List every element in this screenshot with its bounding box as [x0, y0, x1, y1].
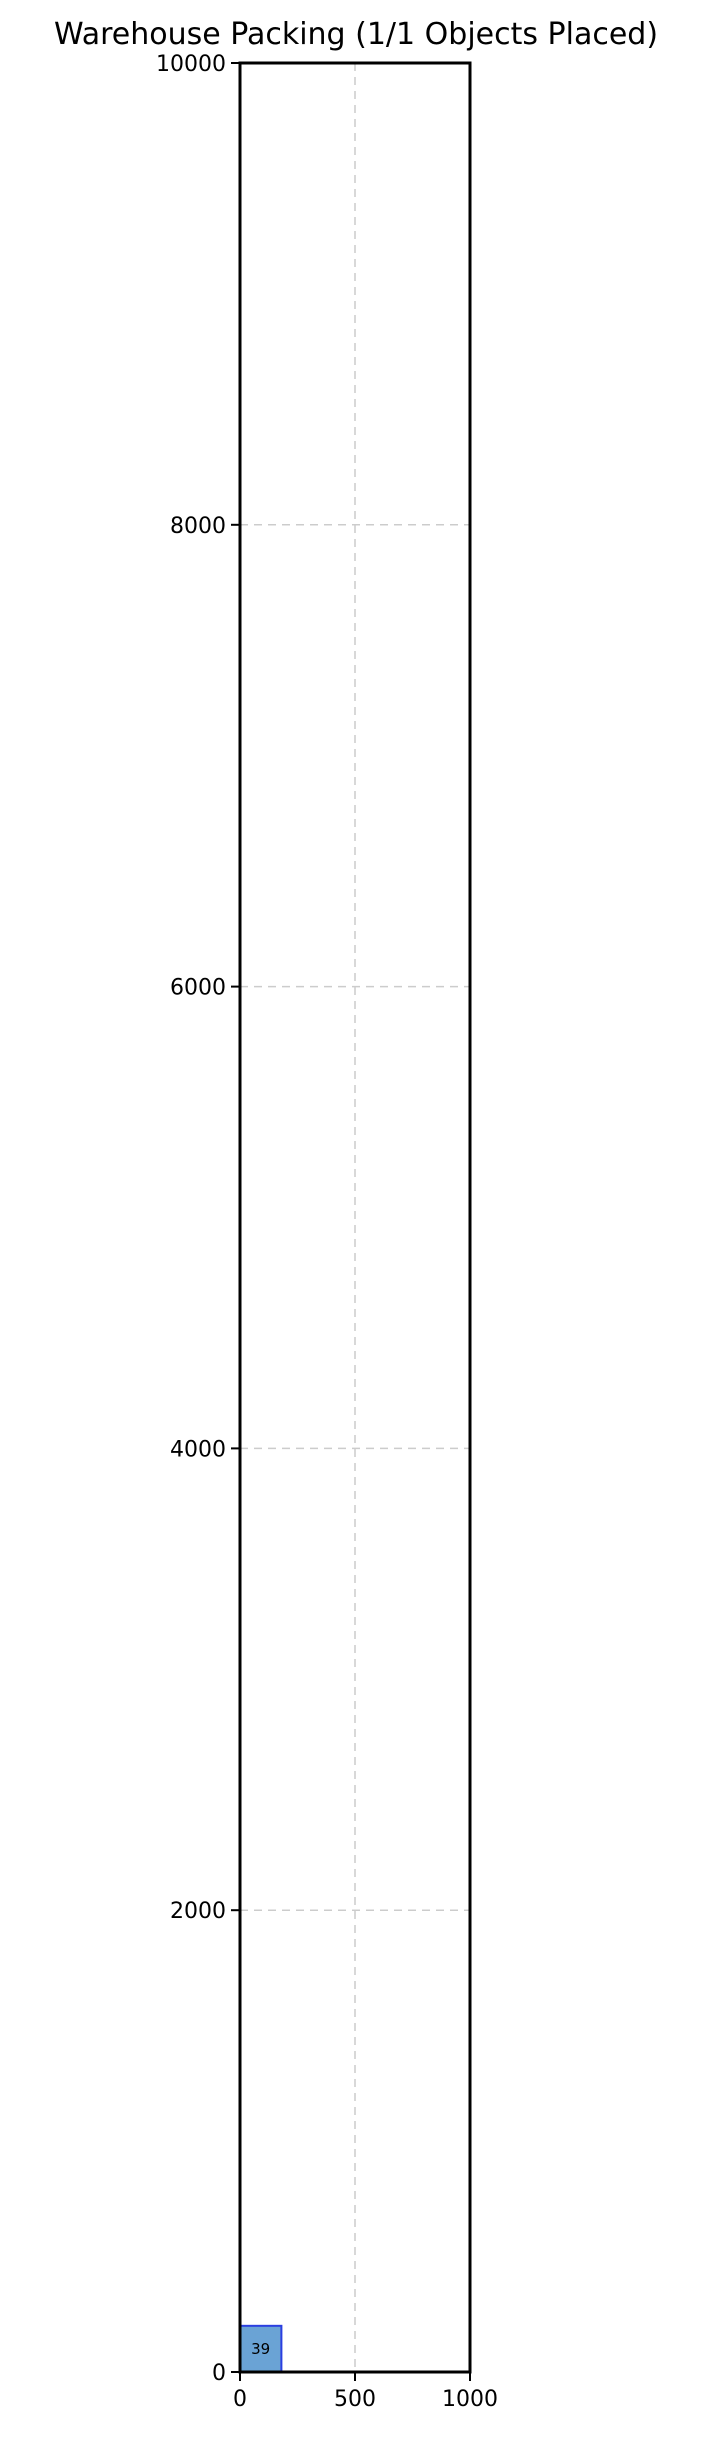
y-tick-label: 6000: [170, 976, 226, 1001]
x-axis-ticks: 0 500 1000: [233, 2372, 498, 2412]
y-tick-label: 8000: [170, 514, 226, 539]
y-tick-label: 2000: [170, 1899, 226, 1924]
y-tick-label: 0: [212, 2361, 226, 2386]
chart-title: Warehouse Packing (1/1 Objects Placed): [54, 17, 658, 52]
placed-object-label: 39: [251, 2340, 270, 2358]
placed-objects: 39: [239, 2324, 283, 2374]
grid-lines: [240, 63, 470, 2372]
y-tick-label: 10000: [156, 52, 226, 77]
x-tick-label: 500: [334, 2387, 376, 2412]
x-tick-label: 1000: [442, 2387, 498, 2412]
x-tick-label: 0: [233, 2387, 247, 2412]
y-tick-label: 4000: [170, 1437, 226, 1462]
y-axis-ticks: 0 2000 4000 6000 8000 10000: [156, 52, 240, 2386]
